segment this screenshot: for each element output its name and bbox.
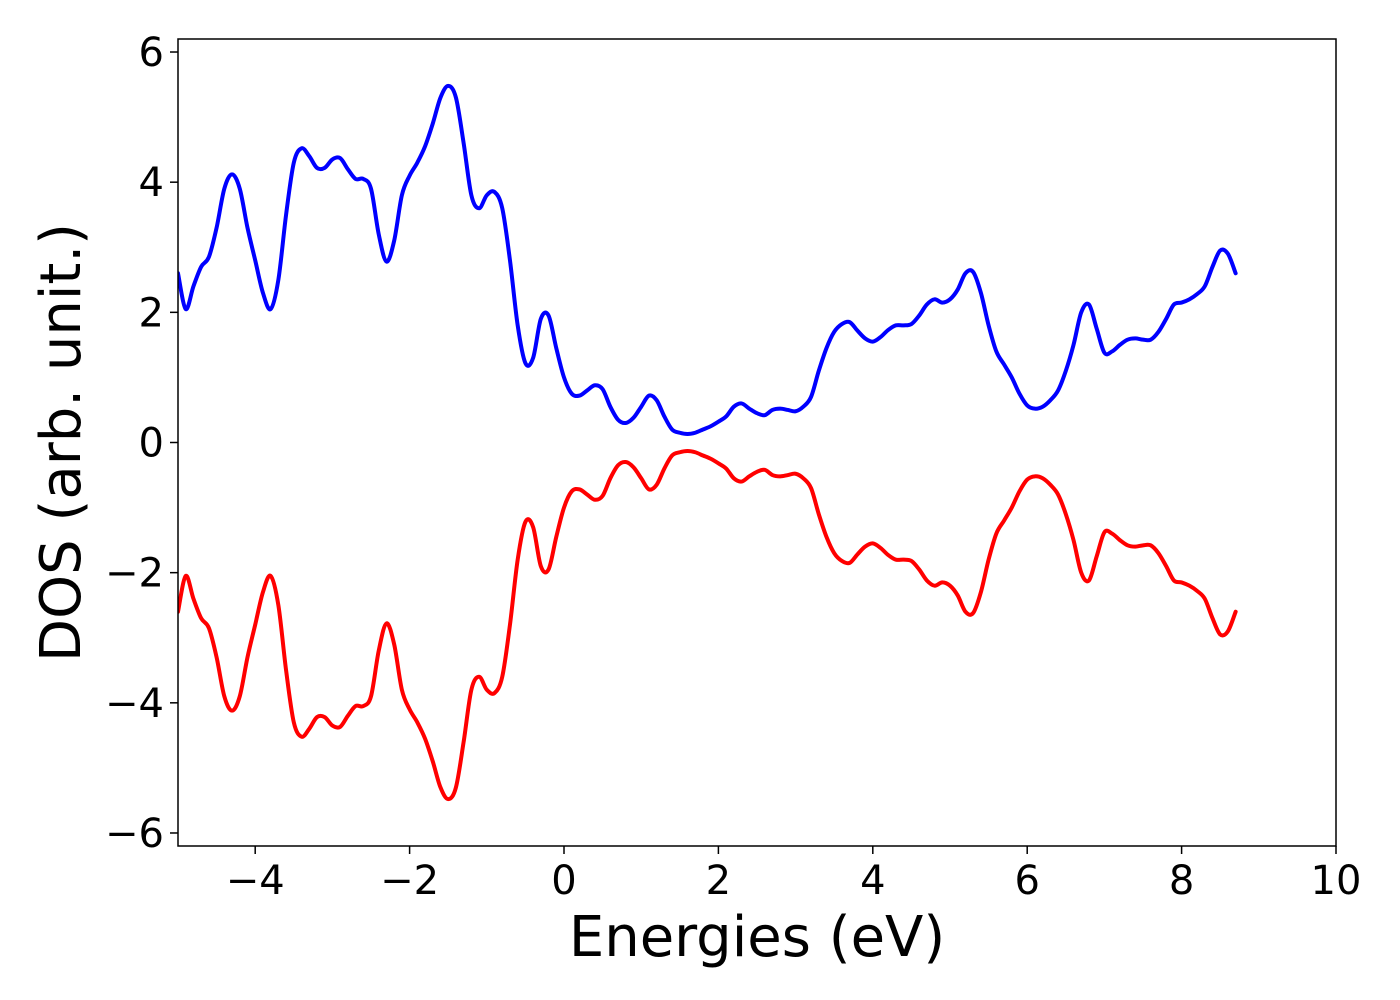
y-tick-label: 2 [139,290,164,336]
series-line-0 [178,83,1238,437]
y-tick-label: 6 [139,30,164,76]
axes-layer: −4 −2 0 2 4 6 8 10 −6 −4 −2 0 2 4 6 [105,30,1361,904]
series-layer [178,83,1238,802]
plot-frame [177,38,1337,847]
x-tick-label: 10 [1311,858,1362,904]
y-axis-title: DOS (arb. unit.) [29,223,94,662]
y-tick-label: −4 [105,681,164,727]
series-line-1 [178,448,1238,802]
y-tick-label: 0 [139,421,164,467]
x-tick-label: 4 [860,858,885,904]
y-tick-label: −2 [105,551,164,597]
y-tick-label: −6 [105,811,164,857]
x-axis-title: Energies (eV) [569,905,945,970]
x-tick-label: 2 [706,858,731,904]
x-tick-label: 6 [1014,858,1039,904]
x-tick-label: −4 [226,858,285,904]
x-tick-label: 8 [1169,858,1194,904]
x-tick-label: 0 [551,858,576,904]
y-tick-label: 4 [139,160,164,206]
x-tick-label: −2 [380,858,439,904]
